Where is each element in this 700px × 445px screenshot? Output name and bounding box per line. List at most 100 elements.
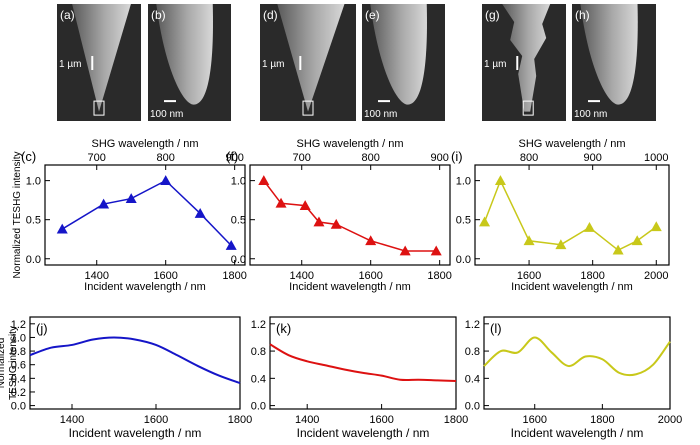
top-tick-label: 900 (225, 152, 243, 164)
panel-label: (c) (21, 149, 36, 164)
scale-bar-label: 1 µm (484, 59, 506, 70)
y-tick-label: 0.2 (11, 387, 26, 399)
sem-panel-label: (e) (365, 8, 380, 22)
plot-frame (29, 316, 241, 410)
sem-panel-label: (b) (151, 8, 166, 22)
y-tick-label: 0.4 (11, 373, 26, 385)
panel-label: (f) (226, 149, 238, 164)
plot-frame (483, 316, 671, 410)
zoom-region-box (93, 100, 105, 116)
x-axis-label: Incident wavelength / nm (84, 281, 206, 293)
x-tick-label: 1800 (590, 414, 614, 426)
chart-panel-k: 1400 1600 1800 0.0 0.4 0.8 1.2 Incident wavelen… (251, 316, 468, 440)
y-tick-label: 1.0 (26, 176, 41, 188)
top-axis-label: SHG wavelength / nm (92, 138, 199, 150)
top-tick-label: 700 (293, 152, 311, 164)
plot-frame (249, 164, 451, 266)
y-tick-label: 0.0 (231, 254, 246, 266)
x-tick-label: 1800 (222, 270, 246, 282)
chart-panel-c: 1400 1600 1800 0.0 0.5 1.0 700 800 900 SHG wavele… (12, 138, 247, 293)
series-line (263, 180, 437, 252)
x-tick-label: 1800 (580, 270, 604, 282)
sem-tip (502, 4, 551, 112)
data-point-2 (125, 193, 137, 203)
data-point-0 (479, 216, 491, 227)
y-tick-label: 0.6 (11, 360, 26, 372)
y-tick-label: 0.5 (456, 215, 471, 227)
x-tick-label: 1800 (444, 414, 468, 426)
top-tick-label: 800 (520, 152, 538, 164)
y-tick-label: 0.0 (465, 401, 480, 413)
y-tick-label: 0.0 (456, 254, 471, 266)
data-point-4 (330, 218, 342, 229)
y-tick-label: 1.0 (456, 176, 471, 188)
y-tick-label: 0.0 (251, 401, 266, 413)
sem-panel-label: (g) (485, 8, 500, 22)
data-point-5 (225, 239, 237, 250)
data-point-7 (650, 221, 662, 232)
sem-tip (580, 4, 638, 105)
y-tick-label: 0.5 (231, 215, 246, 227)
data-point-2 (299, 200, 311, 211)
series-curve (483, 336, 671, 377)
data-point-3 (555, 239, 567, 250)
y-tick-label: 1.0 (231, 176, 246, 188)
data-point-3 (160, 175, 172, 186)
y-tick-label: 0.4 (465, 373, 480, 385)
x-axis-label: Incident wavelength / nm (511, 426, 644, 440)
x-tick-label: 1400 (295, 414, 319, 426)
y-tick-label: 1.0 (11, 332, 26, 344)
scale-bar-label: 100 nm (574, 109, 607, 120)
x-tick-label: 1600 (517, 270, 541, 282)
y-tick-label: 0.0 (11, 401, 26, 413)
series-line (61, 179, 232, 246)
data-point-6 (631, 235, 643, 246)
data-point-4 (194, 207, 206, 218)
x-tick-label: 1400 (84, 270, 108, 282)
top-tick-label: 800 (157, 152, 175, 164)
y-axis-label: Normalized TESHG intensity (12, 151, 23, 278)
sem-panel-4: (g) 1 µm (482, 4, 566, 121)
data-point-4 (583, 222, 595, 232)
chart-panel-f: 1400 1600 1800 0.0 0.5 1.0 700 800 900 SHG wavele… (226, 138, 452, 293)
top-tick-label: 700 (88, 152, 106, 164)
sem-tip (72, 4, 131, 112)
y-tick-label: 1.2 (251, 319, 266, 331)
data-point-1 (494, 175, 506, 186)
top-axis-label: SHG wavelength / nm (297, 138, 404, 150)
zoom-region-box (302, 100, 314, 116)
sem-tip (156, 4, 213, 105)
chart-panel-l: 1600 1800 2000 0.0 0.4 0.8 1.2 Incident wavelen… (465, 316, 682, 440)
panel-label: (k) (276, 321, 291, 336)
x-tick-label: 1800 (228, 414, 252, 426)
x-tick-label: 1600 (522, 414, 546, 426)
y-tick-label: 1.2 (465, 319, 480, 331)
top-tick-label: 900 (583, 152, 601, 164)
x-axis-label: Incident wavelength / nm (297, 426, 430, 440)
sem-panel-0: (a) 1 µm (57, 4, 141, 121)
top-tick-label: 1000 (644, 152, 668, 164)
sem-tip (370, 4, 427, 105)
sem-panel-label: (h) (575, 8, 590, 22)
panel-label: (l) (490, 321, 502, 336)
x-tick-label: 1600 (358, 270, 382, 282)
data-point-1 (275, 197, 287, 208)
x-axis-label: Incident wavelength / nm (511, 281, 633, 293)
scale-bar-label: 100 nm (150, 109, 183, 120)
series-curve (269, 343, 457, 383)
y-tick-label: 0.4 (251, 373, 266, 385)
series-line (483, 178, 657, 252)
plot-frame (44, 164, 246, 266)
zoom-region-box (522, 100, 534, 116)
y-tick-label: 0.8 (465, 346, 480, 358)
y-tick-label: 1.2 (11, 319, 26, 331)
x-tick-label: 2000 (644, 270, 668, 282)
x-tick-label: 1600 (144, 414, 168, 426)
y-tick-label: 0.8 (11, 346, 26, 358)
data-point-5 (365, 235, 377, 246)
data-point-0 (56, 223, 68, 234)
chart-panel-i: 1600 1800 2000 0.0 0.5 1.0 800 900 1000 SHG wavel… (451, 138, 670, 293)
top-axis-label: SHG wavelength / nm (519, 138, 626, 150)
data-point-6 (399, 245, 411, 256)
